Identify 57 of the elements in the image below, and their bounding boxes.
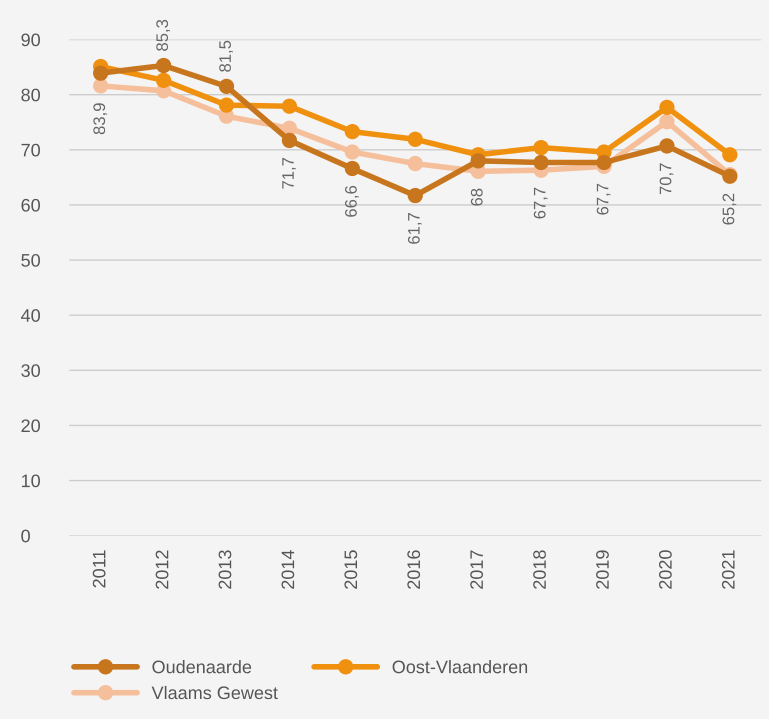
point [408,156,423,172]
y-tick-label: 80 [21,88,40,102]
y-tick-label: 20 [22,419,40,432]
point [722,147,738,162]
y-tick-label: 70 [22,144,40,157]
data-label: 66,6 [345,186,359,217]
point [659,138,675,154]
x-tick-label: 2014 [281,550,294,589]
point [659,100,675,115]
data-label: 61,7 [408,213,422,244]
x-tick-label: 2021 [722,550,735,589]
point [156,58,172,74]
data-label: 67,7 [534,188,548,218]
x-tick-label: 2015 [344,550,358,589]
legend-label: Oudenaarde [152,660,252,674]
x-tick-label: 2012 [156,550,168,589]
y-tick-label: 60 [22,198,40,212]
point [408,132,423,147]
point [93,66,108,81]
point [93,78,108,94]
data-label: 83,9 [93,103,108,134]
point [218,98,234,113]
legend-label: Vlaams Gewest [152,686,278,700]
point [596,154,612,170]
data-label: 70,7 [660,163,674,194]
point [218,78,234,94]
data-label: 71,7 [282,158,296,189]
y-tick-label: 50 [21,254,40,267]
y-tick-label: 0 [21,530,30,542]
data-label: 68 [470,188,483,206]
y-tick-label: 30 [21,364,40,378]
data-label: 67,7 [596,184,610,215]
data-label: 81,5 [219,40,233,72]
point [282,132,298,148]
x-tick-label: 2018 [533,550,546,589]
legend-label: Oost-Vlaanderen [392,660,528,674]
x-tick-label: 2013 [218,550,232,589]
x-tick-label: 2019 [596,550,609,589]
data-label: 85,3 [156,20,170,51]
x-tick-label: 2020 [658,550,672,589]
point [156,72,172,88]
point [659,114,675,130]
point [533,154,549,170]
point [344,144,360,160]
y-tick-label: 90 [21,33,40,46]
y-tick-label: 10 [22,474,40,488]
x-tick-label: 2017 [470,550,484,589]
y-tick-label: 40 [21,309,40,322]
point [282,98,298,114]
x-tick-label: 2016 [407,550,420,589]
point [408,188,423,204]
x-tick-label: 2011 [92,550,106,588]
point [470,153,486,168]
data-label: 65,2 [722,194,736,225]
point [344,160,360,176]
point [344,124,360,140]
point [533,140,549,156]
